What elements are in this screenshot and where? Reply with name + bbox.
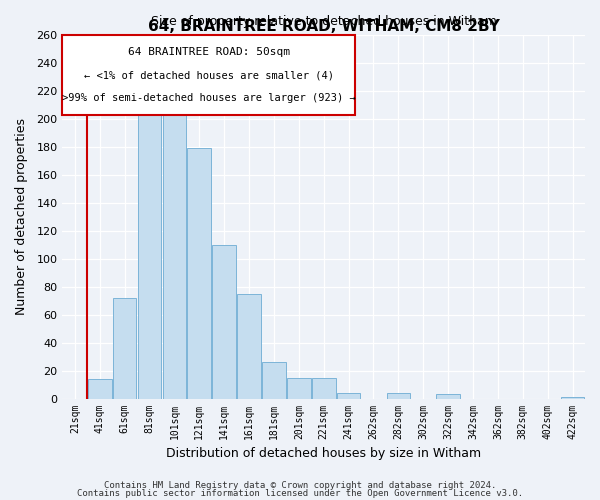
Bar: [262, 362, 286, 399]
FancyBboxPatch shape: [62, 35, 355, 115]
Bar: [312, 378, 335, 398]
Bar: [287, 378, 311, 398]
Y-axis label: Number of detached properties: Number of detached properties: [15, 118, 28, 315]
Bar: [187, 148, 211, 399]
Bar: [337, 393, 361, 398]
Bar: [138, 114, 161, 399]
Bar: [113, 298, 136, 398]
Title: 64, BRAINTREE ROAD, WITHAM, CM8 2BY: 64, BRAINTREE ROAD, WITHAM, CM8 2BY: [148, 19, 500, 34]
X-axis label: Distribution of detached houses by size in Witham: Distribution of detached houses by size …: [166, 447, 481, 460]
Text: Size of property relative to detached houses in Witham: Size of property relative to detached ho…: [151, 16, 497, 28]
Bar: [436, 394, 460, 398]
Text: Contains HM Land Registry data © Crown copyright and database right 2024.: Contains HM Land Registry data © Crown c…: [104, 480, 496, 490]
Bar: [561, 397, 584, 398]
Text: >99% of semi-detached houses are larger (923) →: >99% of semi-detached houses are larger …: [62, 93, 356, 103]
Bar: [88, 379, 112, 398]
Text: ← <1% of detached houses are smaller (4): ← <1% of detached houses are smaller (4): [84, 70, 334, 81]
Text: Contains public sector information licensed under the Open Government Licence v3: Contains public sector information licen…: [77, 489, 523, 498]
Bar: [237, 294, 261, 399]
Bar: [212, 244, 236, 398]
Bar: [163, 105, 186, 399]
Text: 64 BRAINTREE ROAD: 50sqm: 64 BRAINTREE ROAD: 50sqm: [128, 46, 290, 56]
Bar: [386, 393, 410, 398]
